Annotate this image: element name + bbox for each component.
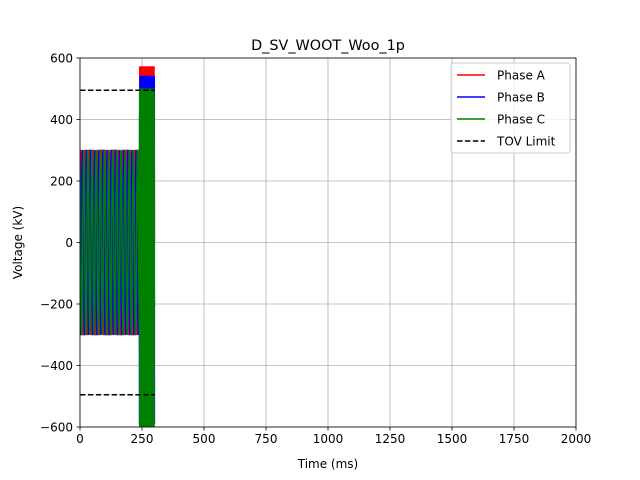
x-axis: 0 250 500 750 1000 1250 1500 1750 2000 — [76, 427, 591, 446]
x-tick-label: 0 — [76, 432, 84, 446]
x-tick-label: 1250 — [375, 432, 406, 446]
x-tick-label: 2000 — [561, 432, 592, 446]
series-group — [80, 66, 156, 427]
x-axis-label: Time (ms) — [297, 457, 359, 471]
legend-label-phase-c: Phase C — [497, 113, 545, 127]
y-tick-label: −600 — [40, 421, 73, 435]
y-axis-label: Voltage (kV) — [11, 206, 25, 279]
x-tick-label: 1500 — [437, 432, 468, 446]
y-tick-label: 200 — [50, 175, 73, 189]
legend: Phase A Phase B Phase C TOV Limit — [450, 62, 571, 154]
x-tick-label: 500 — [193, 432, 216, 446]
chart-title: D_SV_WOOT_Woo_1p — [251, 38, 405, 54]
legend-label-tov-limit: TOV Limit — [496, 135, 556, 149]
legend-label-phase-a: Phase A — [497, 69, 546, 83]
y-tick-label: −400 — [40, 359, 73, 373]
y-tick-label: 400 — [50, 113, 73, 127]
legend-label-phase-b: Phase B — [497, 91, 545, 105]
x-tick-label: 1750 — [499, 432, 530, 446]
x-tick-label: 1000 — [313, 432, 344, 446]
plot-frame — [79, 57, 577, 428]
x-tick-label: 750 — [255, 432, 278, 446]
legend-box — [450, 62, 571, 154]
x-tick-label: 250 — [131, 432, 154, 446]
y-tick-label: −200 — [40, 298, 73, 312]
y-tick-label: 600 — [50, 52, 73, 66]
y-axis: −600 −400 −200 0 200 400 600 — [40, 52, 80, 435]
series-line-phase-c — [80, 88, 156, 427]
y-tick-label: 0 — [65, 236, 73, 250]
